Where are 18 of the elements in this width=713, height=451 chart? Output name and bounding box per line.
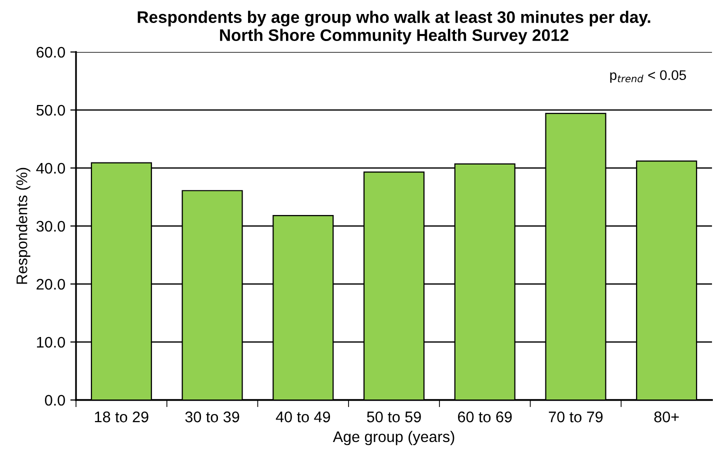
y-tick-label: 50.0 (36, 104, 65, 116)
y-tick-label: 60.0 (36, 46, 65, 58)
x-tick-label: 60 to 69 (458, 412, 512, 422)
x-tick-label: 40 to 49 (276, 412, 330, 422)
y-tick-label: 40.0 (36, 162, 65, 174)
x-tick-label: 30 to 39 (185, 412, 240, 422)
x-axis-title: Age group (years) (332, 430, 454, 446)
y-tick-label: 10.0 (37, 336, 65, 348)
x-tick-label: 80+ (654, 412, 679, 422)
x-tick-label: 18 to 29 (94, 412, 148, 422)
y-tick-label: 30.0 (36, 220, 65, 232)
y-tick-label: 20.0 (36, 278, 65, 290)
annotation: p$_{trend}$ < 0.05 (610, 70, 686, 83)
y-axis-title: Respondents (%) (16, 168, 30, 284)
y-tick-label: 0.0 (44, 394, 65, 406)
x-tick-label: 50 to 59 (367, 412, 421, 422)
x-tick-label: 70 to 79 (548, 412, 603, 422)
chart-title: Respondents by age group who walk at least 30 minutes per day. North Shore Community Health Survey 2012 (138, 10, 650, 44)
